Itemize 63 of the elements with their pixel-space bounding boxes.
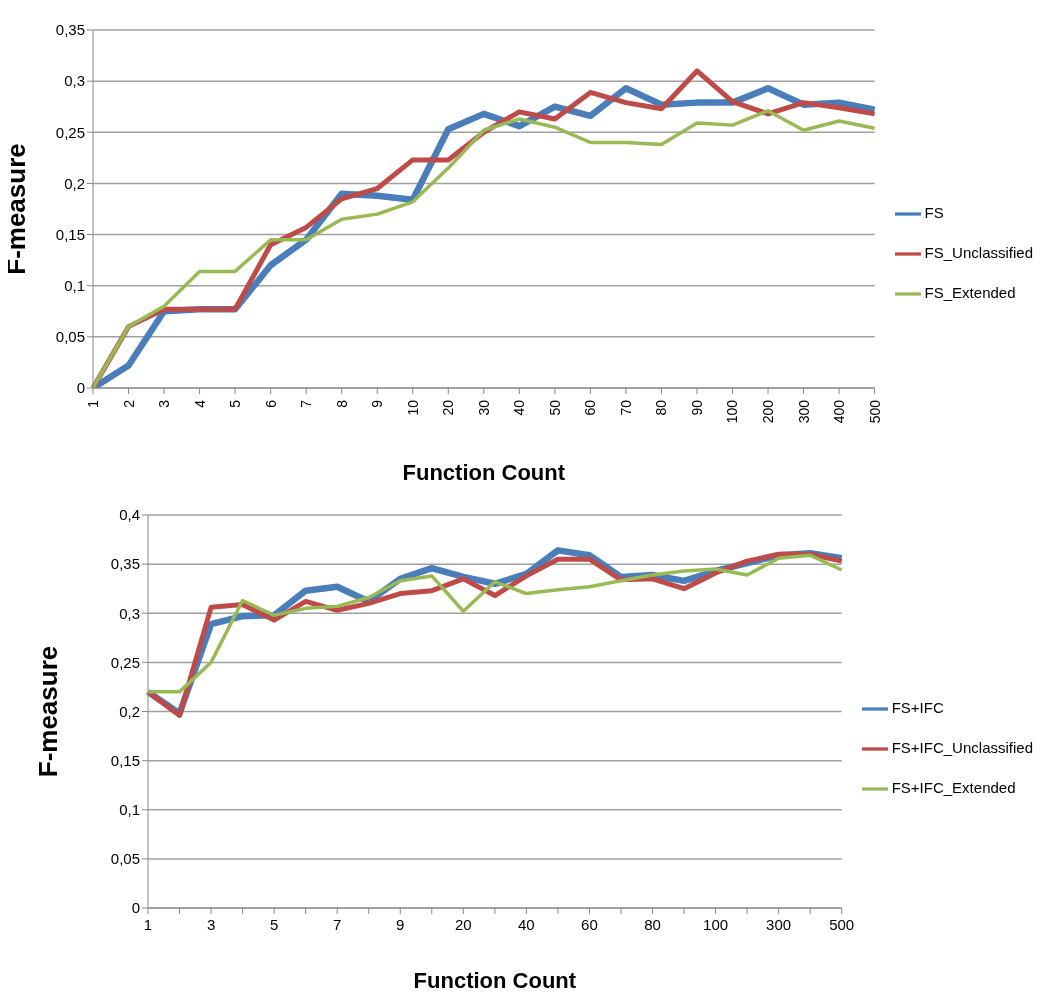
legend-label: FS xyxy=(924,204,944,221)
x-tick-label: 60 xyxy=(581,916,598,933)
y-tick-label: 0,35 xyxy=(55,21,85,39)
x-tick-label: 5 xyxy=(269,916,279,933)
y-tick-label: 0,05 xyxy=(55,328,85,346)
x-tick-label: 60 xyxy=(582,399,599,416)
y-tick-label: 0,05 xyxy=(110,850,140,868)
legend-label: FS_Unclassified xyxy=(924,244,1033,261)
x-tick-label: 7 xyxy=(333,916,342,933)
x-tick-label: 3 xyxy=(156,399,173,408)
y-tick-label: 0,4 xyxy=(119,506,140,524)
y-axis-title: F-measure xyxy=(33,645,64,778)
x-axis-title: Function Count xyxy=(402,460,566,485)
line-series xyxy=(146,553,844,694)
x-tick-label: 50 xyxy=(546,399,563,416)
x-tick-label: 80 xyxy=(653,399,670,416)
legend-label: FS+IFC_Unclassified xyxy=(891,739,1033,756)
x-tick-label: 2 xyxy=(120,399,137,408)
legend-label: FS+IFC_Extended xyxy=(891,779,1016,796)
x-tick-label: 6 xyxy=(262,399,279,408)
y-tick-label: 0,2 xyxy=(119,702,140,720)
x-tick-label: 100 xyxy=(724,399,741,424)
x-tick-label: 400 xyxy=(831,399,848,424)
y-tick-label: 0,3 xyxy=(119,604,140,622)
x-tick-label: 500 xyxy=(866,399,883,424)
y-tick-label: 0,3 xyxy=(64,72,85,90)
x-tick-label: 300 xyxy=(766,916,792,933)
y-axis-title: F-measure xyxy=(1,143,32,275)
y-tick-label: 0,15 xyxy=(110,751,140,769)
y-tick-label: 0 xyxy=(131,899,140,917)
x-tick-label: 70 xyxy=(617,399,634,416)
y-tick-label: 0 xyxy=(76,379,85,397)
x-tick-label: 3 xyxy=(206,916,216,933)
x-tick-label: 1 xyxy=(143,916,153,933)
y-tick-label: 0,25 xyxy=(110,653,140,671)
legend-label: FS_Extended xyxy=(924,284,1016,301)
x-tick-label: 10 xyxy=(404,399,421,416)
x-tick-label: 500 xyxy=(829,916,855,933)
x-tick-label: 20 xyxy=(440,399,457,416)
x-tick-label: 4 xyxy=(191,399,208,408)
x-tick-label: 90 xyxy=(688,399,705,416)
x-tick-label: 200 xyxy=(760,399,777,424)
x-tick-label: 7 xyxy=(298,399,315,408)
x-tick-label: 9 xyxy=(369,399,386,408)
x-tick-label: 9 xyxy=(396,916,405,933)
x-tick-label: 40 xyxy=(518,916,535,933)
y-tick-label: 0,25 xyxy=(55,123,85,141)
y-tick-label: 0,2 xyxy=(64,174,85,192)
legend-label: FS+IFC xyxy=(891,699,944,716)
x-tick-label: 300 xyxy=(795,399,812,424)
x-tick-label: 1 xyxy=(85,399,101,408)
x-tick-label: 80 xyxy=(644,916,661,933)
y-tick-label: 0,1 xyxy=(64,277,85,295)
y-tick-label: 0,15 xyxy=(55,225,85,243)
y-tick-label: 0,35 xyxy=(110,555,140,573)
y-tick-label: 0,1 xyxy=(119,801,140,819)
x-tick-label: 5 xyxy=(227,399,244,408)
x-tick-label: 8 xyxy=(333,399,350,408)
x-tick-label: 30 xyxy=(475,399,492,416)
x-axis-title: Function Count xyxy=(413,968,577,993)
x-tick-label: 40 xyxy=(511,399,528,416)
x-tick-label: 100 xyxy=(703,916,729,933)
x-tick-label: 20 xyxy=(454,916,472,933)
